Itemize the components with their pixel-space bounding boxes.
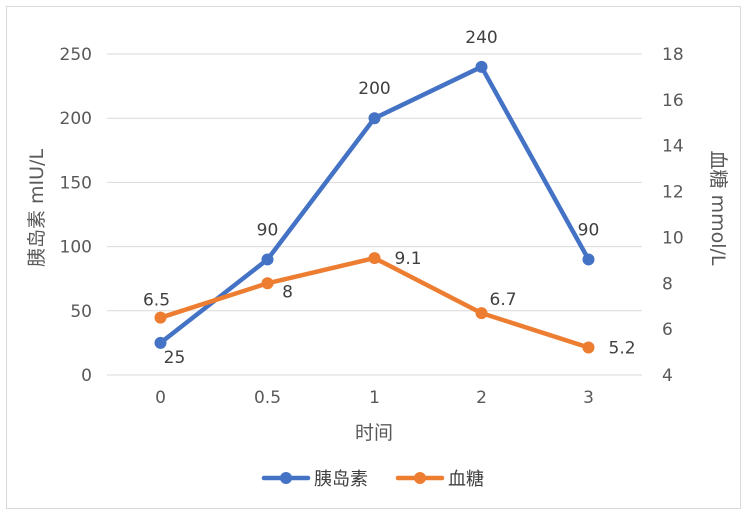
right-tick-label: 18: [662, 45, 684, 65]
left-axis-title: 胰岛素 mIU/L: [26, 149, 48, 267]
data-point: [154, 336, 167, 349]
x-tick-label: 2: [476, 388, 487, 408]
legend-swatch-marker: [280, 472, 292, 484]
data-point: [582, 253, 595, 266]
data-point: [368, 112, 381, 125]
data-label: 240: [465, 28, 497, 48]
left-tick-label: 100: [60, 238, 92, 258]
left-tick-label: 200: [60, 109, 92, 129]
data-label: 8: [282, 282, 293, 302]
data-label: 90: [257, 220, 279, 240]
left-axis-ticks: 0 50 100 150 200 250: [60, 45, 92, 386]
data-label: 6.7: [490, 290, 517, 310]
data-label: 25: [164, 348, 186, 368]
data-label: 6.5: [143, 291, 170, 311]
legend: 胰岛素 血糖: [261, 469, 484, 490]
legend-label: 血糖: [448, 469, 484, 490]
data-point: [261, 253, 274, 266]
right-tick-label: 14: [662, 137, 684, 157]
data-label: 90: [578, 220, 600, 240]
left-tick-label: 0: [81, 366, 92, 386]
x-axis-ticks: 0 0.5 1 2 3: [155, 388, 594, 408]
x-tick-label: 0.5: [254, 388, 281, 408]
left-tick-label: 250: [60, 45, 92, 65]
x-tick-label: 3: [583, 388, 594, 408]
legend-swatch-marker: [414, 472, 426, 484]
right-tick-label: 6: [662, 320, 673, 340]
left-tick-label: 150: [60, 173, 92, 193]
x-tick-label: 1: [369, 388, 380, 408]
series-line-insulin: [158, 64, 591, 346]
data-point: [475, 307, 488, 320]
x-tick-label: 0: [155, 388, 166, 408]
data-point: [154, 311, 167, 324]
right-tick-label: 4: [662, 366, 673, 386]
data-point: [261, 277, 274, 290]
data-point: [582, 341, 595, 354]
legend-label: 胰岛素: [314, 469, 368, 490]
right-tick-label: 10: [662, 228, 684, 248]
data-label: 5.2: [609, 338, 636, 358]
right-tick-label: 12: [662, 183, 684, 203]
x-axis-title: 时间: [355, 422, 393, 444]
right-tick-label: 8: [662, 274, 673, 294]
data-label: 200: [358, 79, 390, 99]
right-tick-label: 16: [662, 91, 684, 111]
left-tick-label: 50: [70, 302, 92, 322]
right-axis-title: 血糖 mmol/L: [707, 151, 729, 266]
data-label: 9.1: [395, 249, 422, 269]
data-point: [475, 60, 488, 73]
data-labels: 25 90 200 240 90 6.5 8 9.1 6.7 5.2: [143, 28, 636, 368]
series-line-glucose: [158, 255, 591, 350]
right-axis-ticks: 4 6 8 10 12 14 16 18: [662, 45, 684, 386]
data-point: [368, 252, 381, 265]
series-layer: [154, 60, 595, 354]
